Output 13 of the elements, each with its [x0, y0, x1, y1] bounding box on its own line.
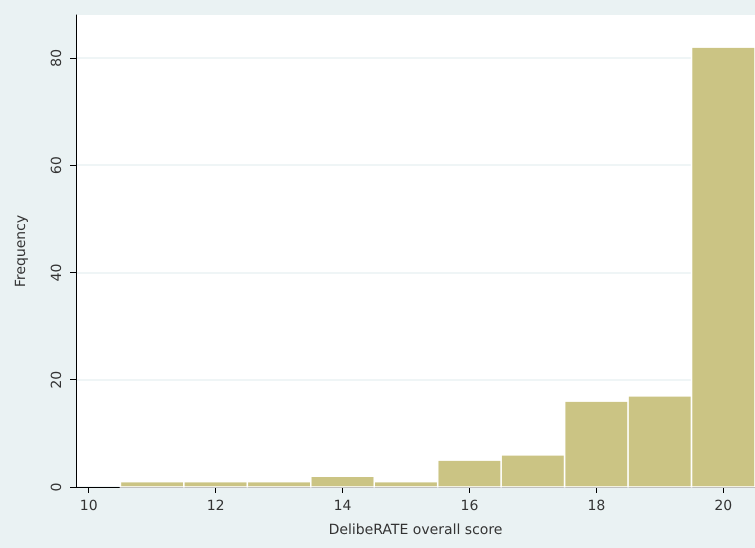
x-tick-label: 20 [714, 498, 732, 514]
x-tick-label: 10 [80, 498, 98, 514]
y-tick-label: 80 [49, 48, 65, 67]
x-tick-label: 16 [460, 498, 478, 514]
x-tick-label: 12 [206, 498, 225, 514]
y-tick-label: 40 [49, 264, 65, 282]
y-tick-label: 60 [49, 156, 65, 174]
y-tick-label: 0 [49, 482, 65, 492]
x-tick-label: 14 [334, 498, 352, 514]
x-tick-label: 18 [587, 498, 606, 514]
y-axis-title: Frequency [13, 214, 29, 288]
x-axis-title: DelibeRATE overall score [328, 522, 502, 538]
y-tick-label: 20 [49, 370, 65, 389]
